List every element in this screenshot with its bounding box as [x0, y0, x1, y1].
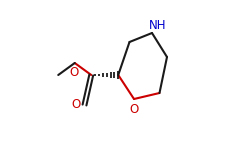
Text: O: O: [71, 99, 80, 111]
Text: O: O: [70, 66, 78, 79]
Text: NH: NH: [149, 19, 167, 32]
Text: O: O: [130, 103, 138, 116]
